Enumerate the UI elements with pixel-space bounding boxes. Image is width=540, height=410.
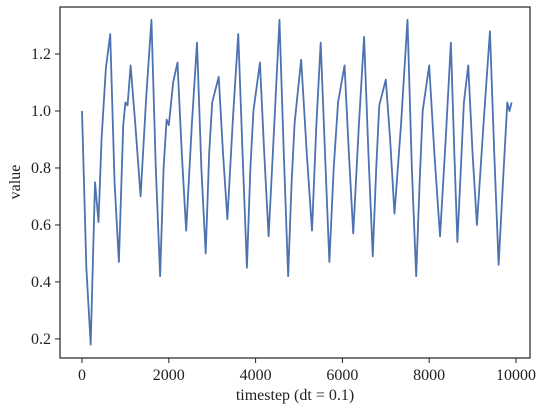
y-tick-label: 1.0 — [31, 103, 51, 120]
y-tick-label: 0.8 — [31, 160, 51, 177]
y-tick-label: 0.2 — [31, 331, 51, 348]
x-tick-label: 10000 — [496, 367, 536, 384]
line-series — [81, 18, 513, 346]
y-tick-label: 1.2 — [31, 46, 51, 63]
x-tick-label: 6000 — [326, 367, 358, 384]
x-tick-label: 8000 — [413, 367, 445, 384]
y-tick-label: 0.4 — [31, 274, 51, 291]
y-tick-label: 0.6 — [31, 217, 51, 234]
y-axis-label: value — [7, 165, 24, 200]
plot-frame — [59, 6, 531, 359]
x-tick-label: 0 — [78, 367, 86, 384]
x-axis-label: timestep (dt = 0.1) — [236, 387, 354, 404]
x-tick-label: 4000 — [240, 367, 272, 384]
x-tick-label: 2000 — [153, 367, 185, 384]
